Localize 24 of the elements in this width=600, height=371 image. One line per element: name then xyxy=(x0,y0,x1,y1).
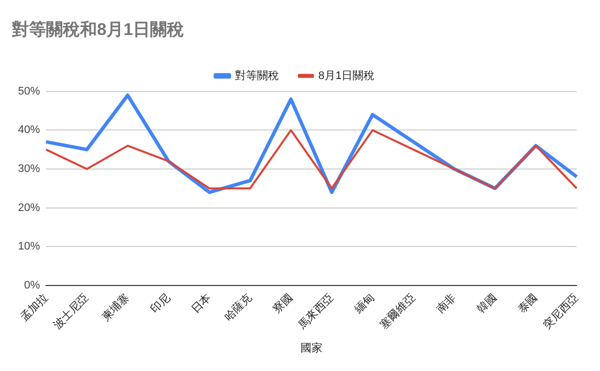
legend-label: 8月1日關稅 xyxy=(318,70,375,82)
x-tick-label: 柬埔寨 xyxy=(99,291,132,324)
x-tick-label: 突尼西亞 xyxy=(540,291,581,332)
y-tick-label: 0% xyxy=(24,279,40,292)
y-tick-label: 50% xyxy=(18,85,40,98)
x-tick-label: 緬甸 xyxy=(352,292,377,317)
x-tick-label: 印尼 xyxy=(148,291,173,316)
chart-title: 對等關稅和8月1日關稅 xyxy=(11,20,184,39)
x-tick-label: 孟加拉 xyxy=(18,291,50,324)
x-tick-label: 寮國 xyxy=(270,291,296,316)
x-tick-label: 日本 xyxy=(188,291,214,316)
y-tick-label: 40% xyxy=(18,124,40,136)
y-tick-label: 10% xyxy=(18,240,40,253)
x-tick-label: 波士尼亞 xyxy=(50,291,92,332)
y-tick-label: 20% xyxy=(18,202,40,214)
x-tick-label: 哈薩克 xyxy=(222,291,254,324)
x-tick-label: 韓國 xyxy=(474,291,500,316)
x-tick-label: 塞爾維亞 xyxy=(377,291,418,332)
y-tick-label: 30% xyxy=(18,163,40,176)
x-tick-label: 南非 xyxy=(434,291,458,316)
x-axis-title: 國家 xyxy=(300,341,322,354)
x-tick-label: 馬來西亞 xyxy=(295,291,336,332)
legend-label: 對等關稅 xyxy=(234,68,279,82)
x-tick-label: 泰國 xyxy=(516,292,540,316)
